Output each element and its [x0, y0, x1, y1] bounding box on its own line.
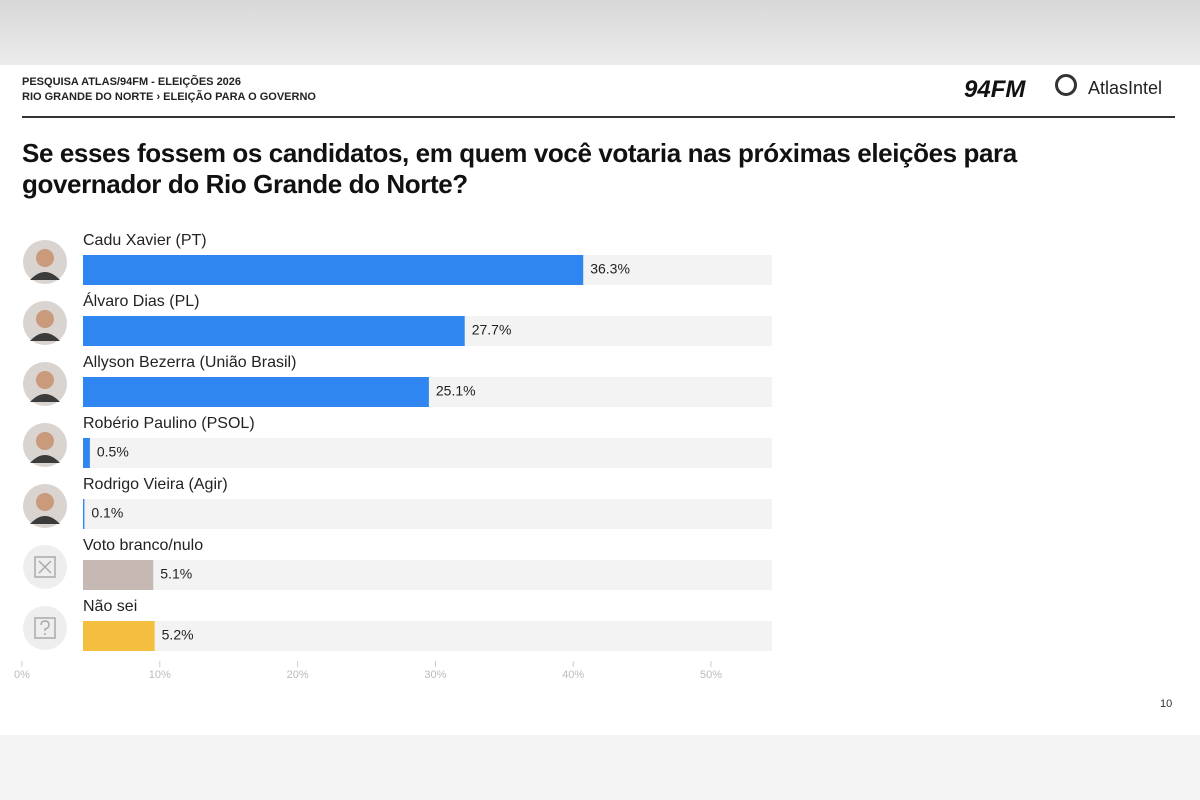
x-tick-label: 50%: [700, 669, 722, 681]
header-line1: PESQUISA ATLAS/94FM - ELEIÇÕES 2026: [22, 76, 242, 88]
category-label: Allyson Bezerra (União Brasil): [83, 354, 296, 371]
bar: [83, 499, 85, 529]
avatar-body: [30, 394, 60, 402]
avatar-body: [30, 272, 60, 280]
top-band: [0, 0, 1200, 65]
x-tick-label: 20%: [287, 669, 309, 681]
bar-track: [83, 499, 772, 529]
bar: [83, 377, 429, 407]
chart-title: Se esses fossem os candidatos, em quem v…: [22, 138, 1017, 199]
category-label: Rodrigo Vieira (Agir): [83, 476, 228, 493]
avatar-head: [36, 310, 54, 328]
category-label: Voto branco/nulo: [83, 537, 203, 554]
bar-track: [83, 438, 772, 468]
category-label: Álvaro Dias (PL): [83, 291, 199, 310]
logo-atlasintel: AtlasIntel: [1088, 78, 1163, 98]
bar: [83, 255, 584, 285]
logo-94fm: 94FM: [964, 76, 1026, 103]
x-tick-label: 10%: [149, 669, 171, 681]
icon-x: [38, 560, 52, 574]
x-tick-label: 40%: [562, 669, 584, 681]
avatar-body: [30, 333, 60, 341]
value-label: 0.1%: [91, 505, 123, 521]
logo-icon: [1055, 74, 1077, 96]
bar-track: [83, 621, 772, 651]
page-number: 10: [1160, 698, 1173, 710]
bar: [83, 621, 155, 651]
value-label: 36.3%: [590, 261, 630, 277]
avatar-body: [30, 455, 60, 463]
bar: [83, 438, 90, 468]
avatar-head: [36, 249, 54, 267]
value-label: 5.1%: [160, 566, 192, 582]
header-line2: RIO GRANDE DO NORTE › ELEIÇÃO PARA O GOV…: [22, 91, 316, 103]
x-tick-label: 30%: [424, 669, 446, 681]
bar: [83, 316, 465, 346]
value-label: 0.5%: [97, 444, 129, 460]
avatar-body: [30, 516, 60, 524]
value-label: 27.7%: [472, 322, 512, 338]
header-rule: [22, 116, 1175, 118]
value-label: 5.2%: [162, 627, 194, 643]
avatar-head: [36, 371, 54, 389]
x-tick-label: 0%: [14, 669, 30, 681]
icon-box: [34, 556, 56, 578]
bar: [83, 560, 154, 590]
avatar-head: [36, 432, 54, 450]
avatar: [23, 606, 67, 650]
category-label: Robério Paulino (PSOL): [83, 415, 255, 432]
bar-track: [83, 560, 772, 590]
value-label: 25.1%: [436, 383, 476, 399]
icon-box: [34, 617, 56, 639]
category-label: Cadu Xavier (PT): [83, 232, 207, 249]
avatar-head: [36, 493, 54, 511]
category-label: Não sei: [83, 598, 137, 615]
icon-q: [40, 620, 50, 635]
